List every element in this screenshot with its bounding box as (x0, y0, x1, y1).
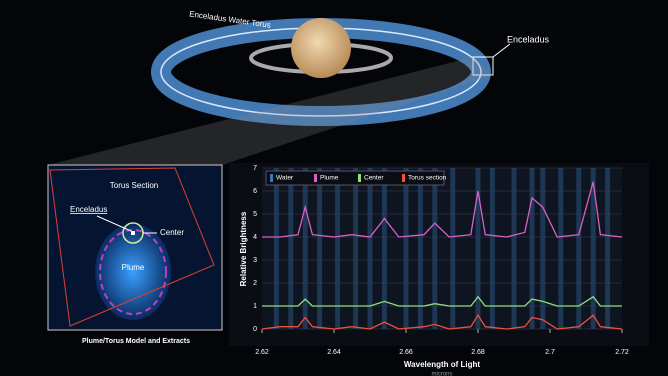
x-axis-label: Wavelength of Light (404, 360, 480, 369)
plume-label: Plume (122, 263, 145, 272)
pointer (96, 215, 132, 232)
y-tick-label: 4 (253, 234, 257, 241)
x-tick-label: 2.66 (399, 349, 413, 356)
plot-area (262, 168, 622, 329)
y-tick-label: 1 (253, 303, 257, 310)
enceladus-label: Enceladus (507, 34, 550, 44)
plume-outline (99, 229, 167, 315)
water-band (576, 168, 582, 329)
y-tick-label: 0 (253, 326, 257, 333)
y-tick-label: 3 (253, 257, 257, 264)
pointer (492, 43, 511, 58)
inset-moon-label: Enceladus (70, 205, 107, 214)
y-tick-label: 2 (253, 280, 257, 287)
x-tick-label: 2.72 (615, 349, 629, 356)
water-band (590, 168, 596, 329)
water-band (489, 168, 495, 329)
water-band (381, 168, 387, 329)
water-band (353, 168, 359, 329)
center-label: Center (160, 228, 184, 237)
water-band (511, 168, 517, 329)
spectrum-line (261, 313, 623, 330)
legend-label: Center (364, 175, 384, 182)
water-band (432, 168, 438, 329)
legend-label: Torus section (408, 175, 447, 182)
inset-title: Torus Section (110, 181, 158, 190)
x-tick-label: 2.7 (545, 349, 555, 356)
water-band (335, 168, 341, 329)
enceladus-box (472, 56, 494, 76)
torus-section-outline (49, 167, 215, 327)
enceladus-dot (131, 231, 135, 235)
y-tick-label: 5 (253, 211, 257, 218)
x-tick-label: 2.62 (255, 349, 269, 356)
inset-caption: Plume/Torus Model and Extracts (82, 338, 190, 345)
legend-label: Plume (320, 175, 339, 182)
x-axis-unit: microns (431, 372, 452, 376)
legend-label: Water (276, 175, 294, 182)
y-tick-label: 7 (253, 165, 257, 172)
legend-swatch (402, 174, 405, 182)
water-band (558, 168, 564, 329)
water-band (288, 168, 294, 329)
y-axis-label: Relative Brightness (239, 211, 248, 286)
water-band (475, 168, 481, 329)
legend-box (265, 170, 445, 186)
water-band (417, 168, 423, 329)
water-band (302, 168, 308, 329)
spectrum-line (262, 181, 623, 238)
water-band (529, 168, 535, 329)
x-tick-label: 2.68 (471, 349, 485, 356)
water-band (273, 168, 279, 329)
water-band (540, 168, 546, 329)
spectrum-line (262, 295, 622, 307)
legend-swatch (314, 174, 317, 182)
zoom-wedge (48, 57, 493, 165)
water-band (605, 168, 611, 329)
y-tick-label: 6 (253, 188, 257, 195)
legend-swatch (270, 174, 273, 182)
water-band (367, 168, 373, 329)
saturn (291, 18, 351, 78)
chart: 0 1 2 3 4 5 6 7 2.62 2.64 2.66 2.68 2.7 2.72 Water Plum… (253, 165, 629, 356)
water-band (317, 168, 323, 329)
water-band (450, 168, 456, 329)
legend-swatch (358, 174, 361, 182)
x-tick-label: 2.64 (327, 349, 341, 356)
water-band (403, 168, 409, 329)
plume-glow (95, 224, 171, 320)
